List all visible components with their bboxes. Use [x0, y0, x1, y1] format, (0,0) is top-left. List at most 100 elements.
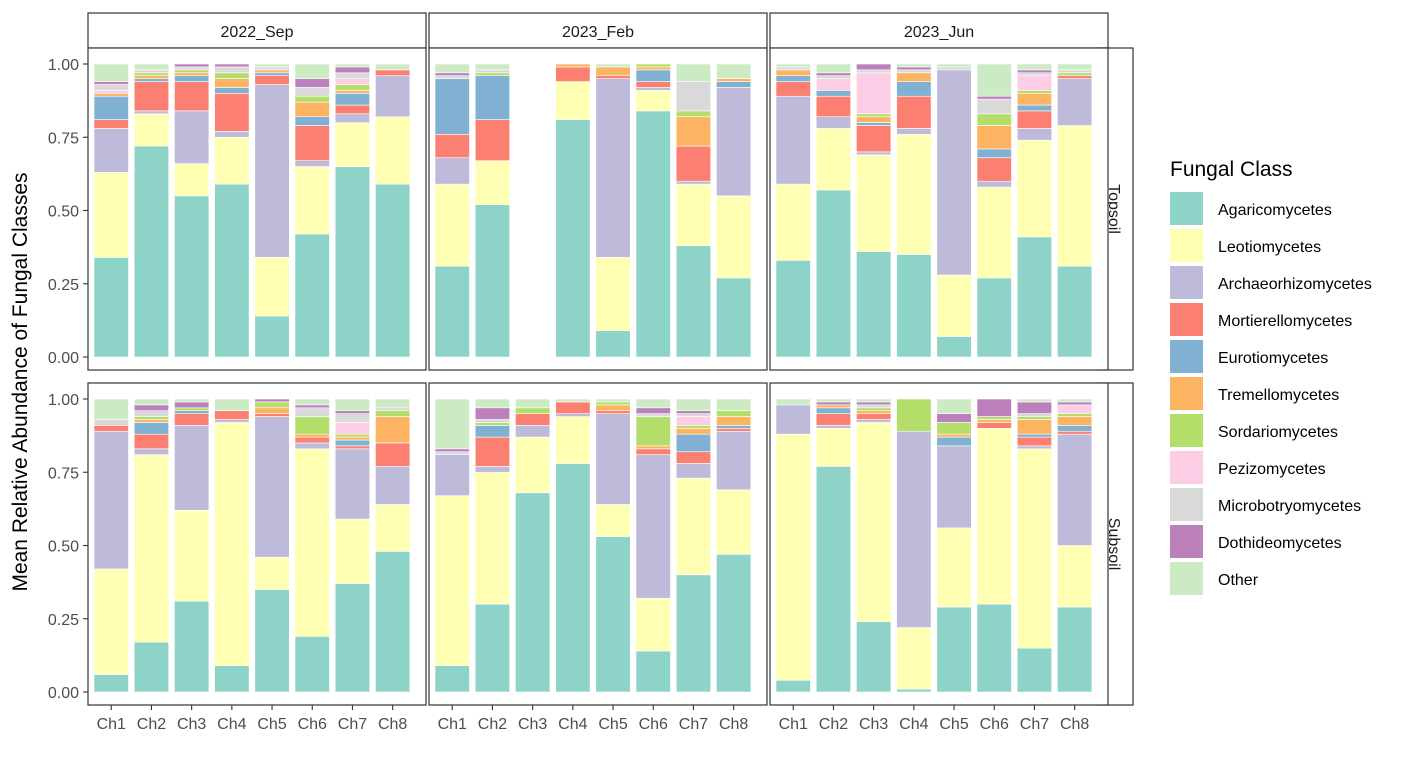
- bar-segment-tremellomycetes: [775, 69, 811, 77]
- bar-segment-microbotryomycetes: [334, 413, 371, 423]
- legend-label: Agaricomycetes: [1218, 202, 1332, 219]
- bar-segment-archaeorhizomycetes: [635, 87, 671, 91]
- bar-segment-dothideomycetes: [133, 404, 169, 412]
- bar-segment-leotiomycetes: [635, 90, 671, 112]
- bar-segment-dothideomycetes: [334, 66, 371, 74]
- bar-ch7: [334, 398, 371, 693]
- bar-segment-mortierellomycetes: [93, 119, 129, 129]
- bar-segment-sordariomycetes: [515, 407, 551, 414]
- bar-segment-leotiomycetes: [896, 627, 932, 690]
- bar-segment-agaricomycetes: [334, 166, 371, 358]
- bar-segment-microbotryomycetes: [896, 69, 932, 74]
- bar-segment-mortierellomycetes: [976, 422, 1012, 429]
- bar-segment-leotiomycetes: [174, 163, 210, 197]
- bar-segment-tremellomycetes: [1016, 419, 1053, 435]
- bar-segment-dothideomycetes: [815, 401, 852, 406]
- bar-segment-tremellomycetes: [716, 78, 752, 82]
- legend-item-eurotiomycetes: Eurotiomycetes: [1170, 340, 1328, 373]
- bar-segment-leotiomycetes: [334, 518, 371, 584]
- bar-segment-sordariomycetes: [334, 84, 371, 91]
- bar-ch1: [775, 63, 811, 358]
- bar-segment-other: [595, 398, 631, 403]
- legend-item-tremellomycetes: Tremellomycetes: [1170, 377, 1339, 410]
- bar-segment-archaeorhizomycetes: [856, 151, 892, 156]
- bar-segment-leotiomycetes: [635, 597, 671, 652]
- bar-segment-agaricomycetes: [214, 183, 250, 358]
- panels: 2022_Sep 2023_Feb 2023_Jun Topsoil Subsoil 0.…: [48, 12, 1134, 733]
- bar-segment-archaeorhizomycetes: [334, 113, 371, 123]
- x-tick-label: Ch3: [518, 716, 547, 733]
- bar-segment-other: [675, 63, 712, 82]
- bar-segment-agaricomycetes: [434, 665, 470, 693]
- bar-segment-leotiomycetes: [254, 556, 290, 590]
- bar-segment-leotiomycetes: [976, 186, 1012, 279]
- bar-segment-sordariomycetes: [595, 401, 631, 406]
- bar-segment-tremellomycetes: [976, 419, 1012, 423]
- legend-label: Other: [1218, 572, 1259, 589]
- bar-segment-archaeorhizomycetes: [434, 454, 470, 496]
- bar-segment-microbotryomycetes: [856, 404, 892, 409]
- bar-segment-mortierellomycetes: [214, 93, 250, 132]
- bar-segment-archaeorhizomycetes: [515, 425, 551, 438]
- bar-segment-other: [474, 398, 511, 409]
- facet-strip-label: 2023_Jun: [904, 24, 974, 41]
- bar-segment-eurotiomycetes: [635, 69, 671, 82]
- bar-segment-sordariomycetes: [294, 416, 330, 435]
- bar-segment-dothideomycetes: [896, 66, 932, 71]
- bar-segment-pezizomycetes: [815, 78, 852, 91]
- bar-segment-pezizomycetes: [334, 422, 371, 435]
- bar-segment-other: [675, 398, 712, 412]
- legend-swatch: [1170, 377, 1203, 410]
- bar-segment-leotiomycetes: [1057, 125, 1093, 267]
- bar-ch4: [555, 398, 591, 693]
- x-tick-label: Ch5: [598, 716, 627, 733]
- bar-segment-tremellomycetes: [254, 407, 290, 414]
- bar-segment-tremellomycetes: [294, 433, 330, 438]
- y-tick-label: 0.75: [48, 130, 79, 147]
- x-tick-label: Ch6: [639, 716, 668, 733]
- bar-segment-sordariomycetes: [856, 407, 892, 412]
- bar-segment-eurotiomycetes: [174, 410, 210, 414]
- x-tick-label: Ch2: [137, 716, 166, 733]
- legend-swatch: [1170, 229, 1203, 262]
- bar-segment-eurotiomycetes: [133, 422, 169, 435]
- x-tick-label: Ch3: [859, 716, 888, 733]
- bar-segment-archaeorhizomycetes: [294, 160, 330, 167]
- bar-segment-archaeorhizomycetes: [896, 128, 932, 135]
- bar-segment-leotiomycetes: [375, 116, 411, 185]
- bar-segment-other: [174, 398, 210, 403]
- bar-segment-sordariomycetes: [675, 425, 712, 429]
- bar-segment-sordariomycetes: [1016, 416, 1053, 420]
- bar-segment-agaricomycetes: [675, 245, 712, 358]
- bar-segment-mortierellomycetes: [133, 81, 169, 112]
- x-axis-2022-sep: Ch1 Ch2 Ch3 Ch4 Ch5 Ch6 Ch7 Ch8: [97, 705, 407, 733]
- bar-segment-tremellomycetes: [1057, 416, 1093, 426]
- panel-2022-sep-topsoil: [87, 47, 427, 371]
- y-tick-label: 1.00: [48, 392, 79, 409]
- bar-ch4: [896, 63, 932, 358]
- bar-segment-mortierellomycetes: [856, 125, 892, 153]
- bar-segment-agaricomycetes: [716, 277, 752, 358]
- facet-strip-2022-sep: 2022_Sep: [87, 12, 427, 49]
- bar-segment-leotiomycetes: [515, 436, 551, 494]
- bar-segment-leotiomycetes: [93, 172, 129, 258]
- bar-segment-other: [936, 63, 972, 68]
- facet-row-label: Subsoil: [1105, 518, 1122, 570]
- bar-segment-leotiomycetes: [976, 427, 1012, 605]
- x-tick-label: Ch5: [939, 716, 968, 733]
- bar-segment-leotiomycetes: [474, 160, 511, 205]
- y-tick-label: 0.00: [48, 685, 79, 702]
- bar-segment-sordariomycetes: [214, 72, 250, 79]
- bar-segment-tremellomycetes: [815, 404, 852, 409]
- bar-segment-leotiomycetes: [555, 416, 591, 464]
- bar-ch1: [93, 63, 129, 358]
- bar-segment-archaeorhizomycetes: [174, 110, 210, 164]
- bar-segment-eurotiomycetes: [675, 433, 712, 453]
- bar-segment-sordariomycetes: [635, 416, 671, 447]
- bar-segment-other: [294, 63, 330, 79]
- bar-segment-pezizomycetes: [334, 78, 371, 85]
- bar-segment-other: [294, 398, 330, 406]
- bar-ch5: [595, 398, 631, 693]
- bar-segment-agaricomycetes: [896, 688, 932, 693]
- bar-segment-sordariomycetes: [254, 401, 290, 409]
